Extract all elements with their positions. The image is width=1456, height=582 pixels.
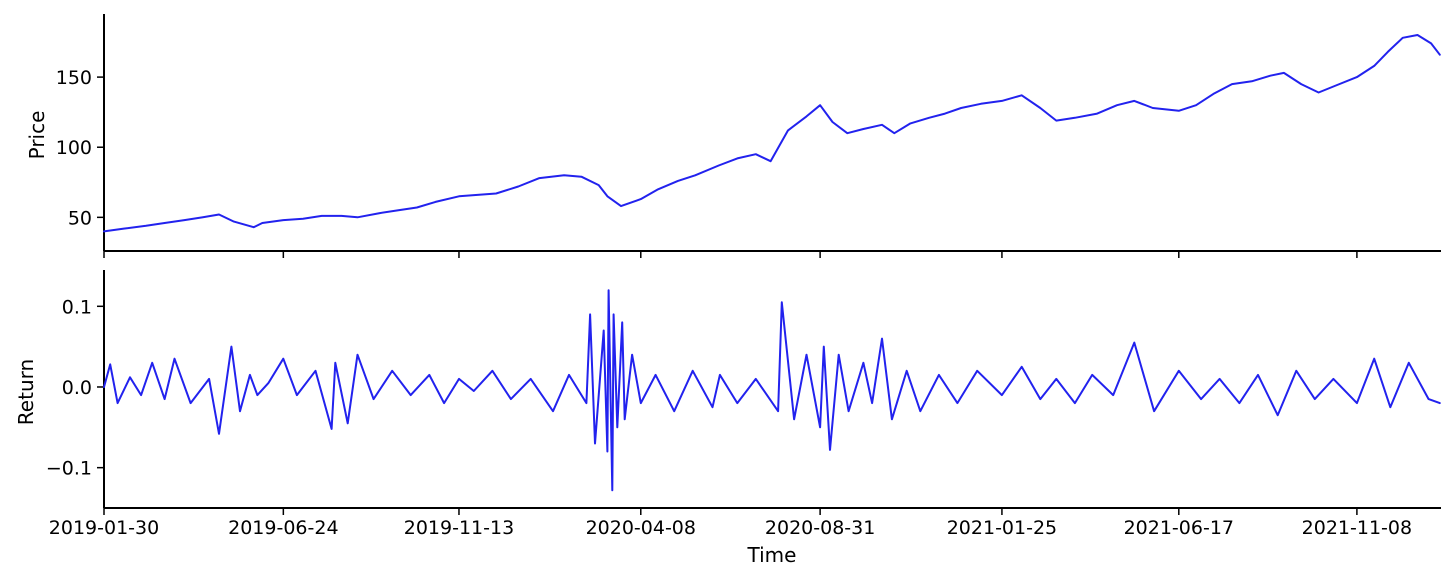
x-tick-label: 2021-11-08 xyxy=(1302,517,1412,539)
return-y-axis-title: Return xyxy=(14,359,38,425)
y-tick-label: 0.0 xyxy=(62,377,92,399)
x-tick-label: 2021-06-17 xyxy=(1124,517,1234,539)
y-tick-label: 50 xyxy=(68,207,92,229)
x-tick-label: 2021-01-25 xyxy=(947,517,1057,539)
x-tick-label: 2019-01-30 xyxy=(49,517,159,539)
price-y-axis-title: Price xyxy=(25,111,49,160)
x-tick-label: 2020-04-08 xyxy=(586,517,696,539)
x-tick-label: 2019-11-13 xyxy=(404,517,514,539)
return-y-ticks: −0.1 0.0 0.1 xyxy=(46,296,104,480)
x-axis-title: Time xyxy=(747,543,797,567)
price-y-ticks: 50 100 150 xyxy=(56,67,104,229)
return-panel: −0.1 0.0 0.1 2019-01-30 2019-06-24 2019-11-1… xyxy=(14,270,1441,567)
price-panel: 50 100 150 Price xyxy=(25,14,1441,258)
y-tick-label: 0.1 xyxy=(62,296,92,318)
price-x-ticks xyxy=(103,251,1358,258)
price-series-line xyxy=(103,34,1441,233)
y-tick-label: 150 xyxy=(56,67,92,89)
return-series-line xyxy=(103,289,1441,492)
x-tick-label: 2019-06-24 xyxy=(228,517,338,539)
y-tick-label: 100 xyxy=(56,137,92,159)
x-tick-label: 2020-08-31 xyxy=(765,517,875,539)
return-x-ticks: 2019-01-30 2019-06-24 2019-11-13 2020-04-08… xyxy=(49,508,1412,539)
y-tick-label: −0.1 xyxy=(46,458,92,480)
